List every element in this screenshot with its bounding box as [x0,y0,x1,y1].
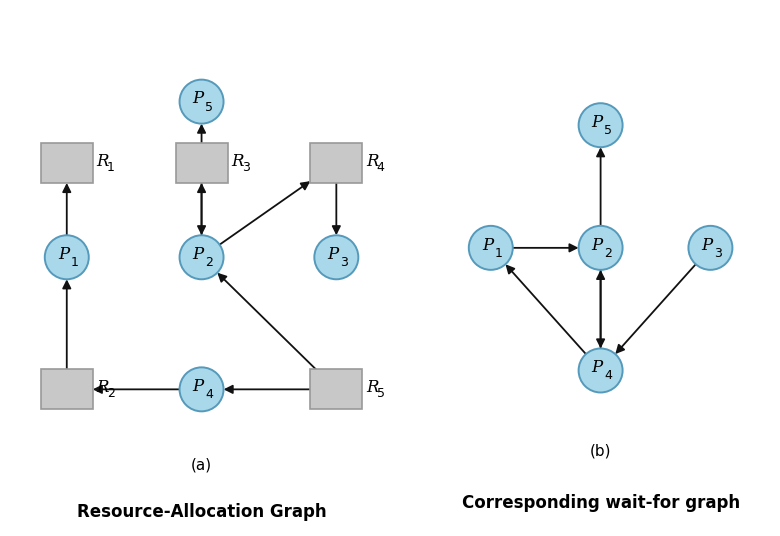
Ellipse shape [579,103,622,147]
Text: P: P [592,237,603,254]
Ellipse shape [44,235,89,279]
Text: P: P [193,378,204,395]
Ellipse shape [579,348,622,392]
Bar [310,369,363,410]
Text: P: P [58,246,69,263]
Text: Resource-Allocation Graph: Resource-Allocation Graph [76,503,326,521]
Text: P: P [592,359,603,376]
Text: P: P [701,237,713,254]
Ellipse shape [689,226,732,270]
Ellipse shape [469,226,512,270]
Ellipse shape [579,226,622,270]
Bar [41,369,93,410]
Text: P: P [193,246,204,263]
Text: P: P [592,114,603,131]
Text: P: P [193,91,204,108]
Ellipse shape [179,235,224,279]
Text: R: R [232,153,244,170]
Text: 1: 1 [495,247,502,260]
Text: P: P [328,246,339,263]
Text: 2: 2 [107,388,115,400]
Text: (b): (b) [590,443,612,458]
Bar [176,143,228,183]
Text: 5: 5 [205,101,213,114]
Text: 4: 4 [205,389,213,401]
Ellipse shape [314,235,358,279]
Text: 5: 5 [604,124,612,137]
Bar [41,143,93,183]
Text: 3: 3 [714,247,722,260]
Text: 2: 2 [205,256,213,269]
Text: (a): (a) [191,457,212,472]
Text: P: P [482,237,493,254]
Text: R: R [367,379,379,396]
Ellipse shape [179,80,224,124]
Text: 1: 1 [107,161,115,174]
Text: R: R [367,153,379,170]
Text: 1: 1 [70,256,79,269]
Text: 3: 3 [340,256,348,269]
Text: 5: 5 [377,388,385,400]
Text: 3: 3 [242,161,250,174]
Text: 4: 4 [377,161,385,174]
Text: Corresponding wait-for graph: Corresponding wait-for graph [462,494,739,511]
Ellipse shape [179,367,224,411]
Text: R: R [97,153,109,170]
Bar [310,143,363,183]
Text: R: R [97,379,109,396]
Text: 4: 4 [604,369,612,383]
Text: 2: 2 [604,247,612,260]
